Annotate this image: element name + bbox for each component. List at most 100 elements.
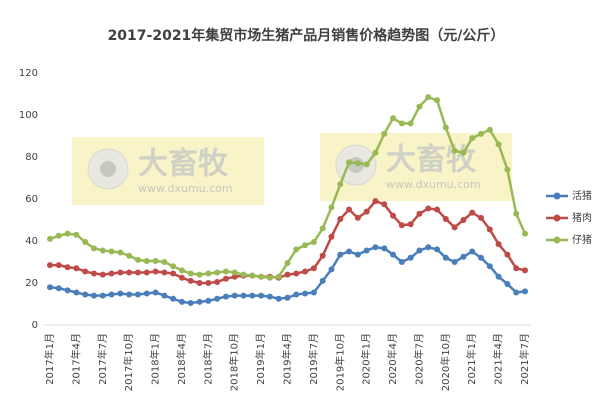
data-point bbox=[442, 254, 449, 261]
x-tick-label: 2017年4月 bbox=[69, 333, 82, 385]
data-point bbox=[398, 222, 405, 229]
data-point bbox=[328, 233, 335, 240]
data-point bbox=[90, 270, 97, 277]
data-point bbox=[284, 271, 291, 278]
data-point bbox=[47, 284, 53, 291]
x-tick-label: 2019年10月 bbox=[333, 333, 346, 391]
watermark-site: www.dxumu.com bbox=[386, 178, 481, 191]
data-point bbox=[108, 291, 115, 298]
x-tick-label: 2017年10月 bbox=[122, 333, 135, 391]
data-point bbox=[346, 159, 353, 166]
x-tick-label: 2018年10月 bbox=[228, 333, 241, 391]
data-point bbox=[222, 293, 229, 300]
data-point bbox=[478, 254, 485, 261]
data-point bbox=[302, 268, 309, 275]
data-point bbox=[47, 235, 53, 242]
x-tick-label: 2020年10月 bbox=[439, 333, 452, 391]
x-tick-label: 2019年7月 bbox=[307, 333, 320, 385]
data-point bbox=[478, 214, 485, 221]
data-point bbox=[178, 267, 185, 274]
watermark-brand: 大畜牧 bbox=[386, 143, 477, 178]
data-point bbox=[249, 272, 256, 279]
data-point bbox=[178, 298, 185, 305]
plot: 0 20 40 60 80 100 120 2017年1月 2017年4月 2017年7月 2017… bbox=[19, 68, 592, 391]
data-point bbox=[372, 244, 379, 251]
data-point bbox=[495, 241, 502, 248]
data-point bbox=[178, 274, 185, 281]
data-point bbox=[284, 294, 291, 301]
data-point bbox=[319, 277, 326, 284]
data-point bbox=[513, 265, 520, 272]
y-tick-label: 20 bbox=[25, 278, 38, 289]
data-point bbox=[486, 263, 493, 270]
data-point bbox=[231, 292, 238, 299]
data-point bbox=[222, 268, 229, 275]
data-point bbox=[187, 270, 194, 277]
data-point bbox=[522, 288, 528, 295]
data-point bbox=[170, 270, 177, 277]
data-point bbox=[214, 269, 221, 276]
legend-label: 猪肉 bbox=[572, 211, 592, 224]
data-point bbox=[442, 215, 449, 222]
data-point bbox=[310, 265, 317, 272]
data-point bbox=[354, 160, 361, 167]
data-point bbox=[161, 259, 168, 265]
data-point bbox=[337, 215, 344, 222]
data-point bbox=[302, 242, 309, 249]
data-point bbox=[416, 103, 423, 110]
data-point bbox=[126, 291, 133, 298]
data-point bbox=[381, 130, 388, 137]
data-point bbox=[90, 292, 97, 299]
data-point bbox=[205, 297, 212, 304]
data-point bbox=[407, 221, 414, 228]
y-tick-label: 80 bbox=[25, 152, 38, 163]
data-point bbox=[310, 289, 317, 296]
data-point bbox=[143, 269, 150, 276]
data-point bbox=[134, 269, 141, 276]
data-point bbox=[196, 298, 203, 305]
data-point bbox=[363, 161, 370, 168]
data-point bbox=[55, 232, 62, 239]
data-point bbox=[425, 94, 432, 101]
data-point bbox=[390, 251, 397, 258]
data-point bbox=[416, 210, 423, 217]
data-point bbox=[266, 293, 273, 300]
y-tick-label: 60 bbox=[25, 194, 38, 205]
data-point bbox=[354, 251, 361, 258]
data-point bbox=[64, 230, 71, 237]
data-point bbox=[460, 253, 467, 260]
data-point bbox=[337, 251, 344, 258]
data-point bbox=[231, 273, 238, 280]
data-point bbox=[451, 259, 458, 265]
data-point bbox=[354, 214, 361, 221]
data-point bbox=[442, 124, 449, 131]
data-point bbox=[82, 291, 89, 298]
data-point bbox=[363, 208, 370, 215]
data-point bbox=[425, 205, 432, 212]
legend-label: 活猪 bbox=[572, 190, 592, 202]
x-tick-label: 2017年7月 bbox=[96, 333, 109, 385]
x-tick-label: 2017年1月 bbox=[43, 333, 56, 385]
data-point bbox=[126, 252, 133, 259]
legend-marker bbox=[553, 192, 561, 200]
data-point bbox=[196, 271, 203, 278]
data-point bbox=[205, 270, 212, 277]
data-point bbox=[108, 248, 115, 255]
data-point bbox=[275, 273, 282, 280]
data-point bbox=[240, 292, 247, 299]
data-point bbox=[152, 289, 159, 296]
data-point bbox=[293, 291, 300, 298]
data-point bbox=[152, 257, 159, 264]
data-point bbox=[170, 263, 177, 270]
data-point bbox=[390, 212, 397, 219]
data-point bbox=[451, 224, 458, 231]
data-point bbox=[99, 292, 106, 299]
data-point bbox=[73, 265, 80, 272]
data-point bbox=[504, 251, 511, 258]
data-point bbox=[258, 292, 265, 299]
y-tick-label: 120 bbox=[19, 68, 38, 79]
legend-marker bbox=[553, 214, 561, 222]
x-tick-label: 2021年7月 bbox=[518, 333, 531, 385]
x-tick-label: 2018年1月 bbox=[149, 333, 162, 385]
data-point bbox=[134, 291, 141, 298]
